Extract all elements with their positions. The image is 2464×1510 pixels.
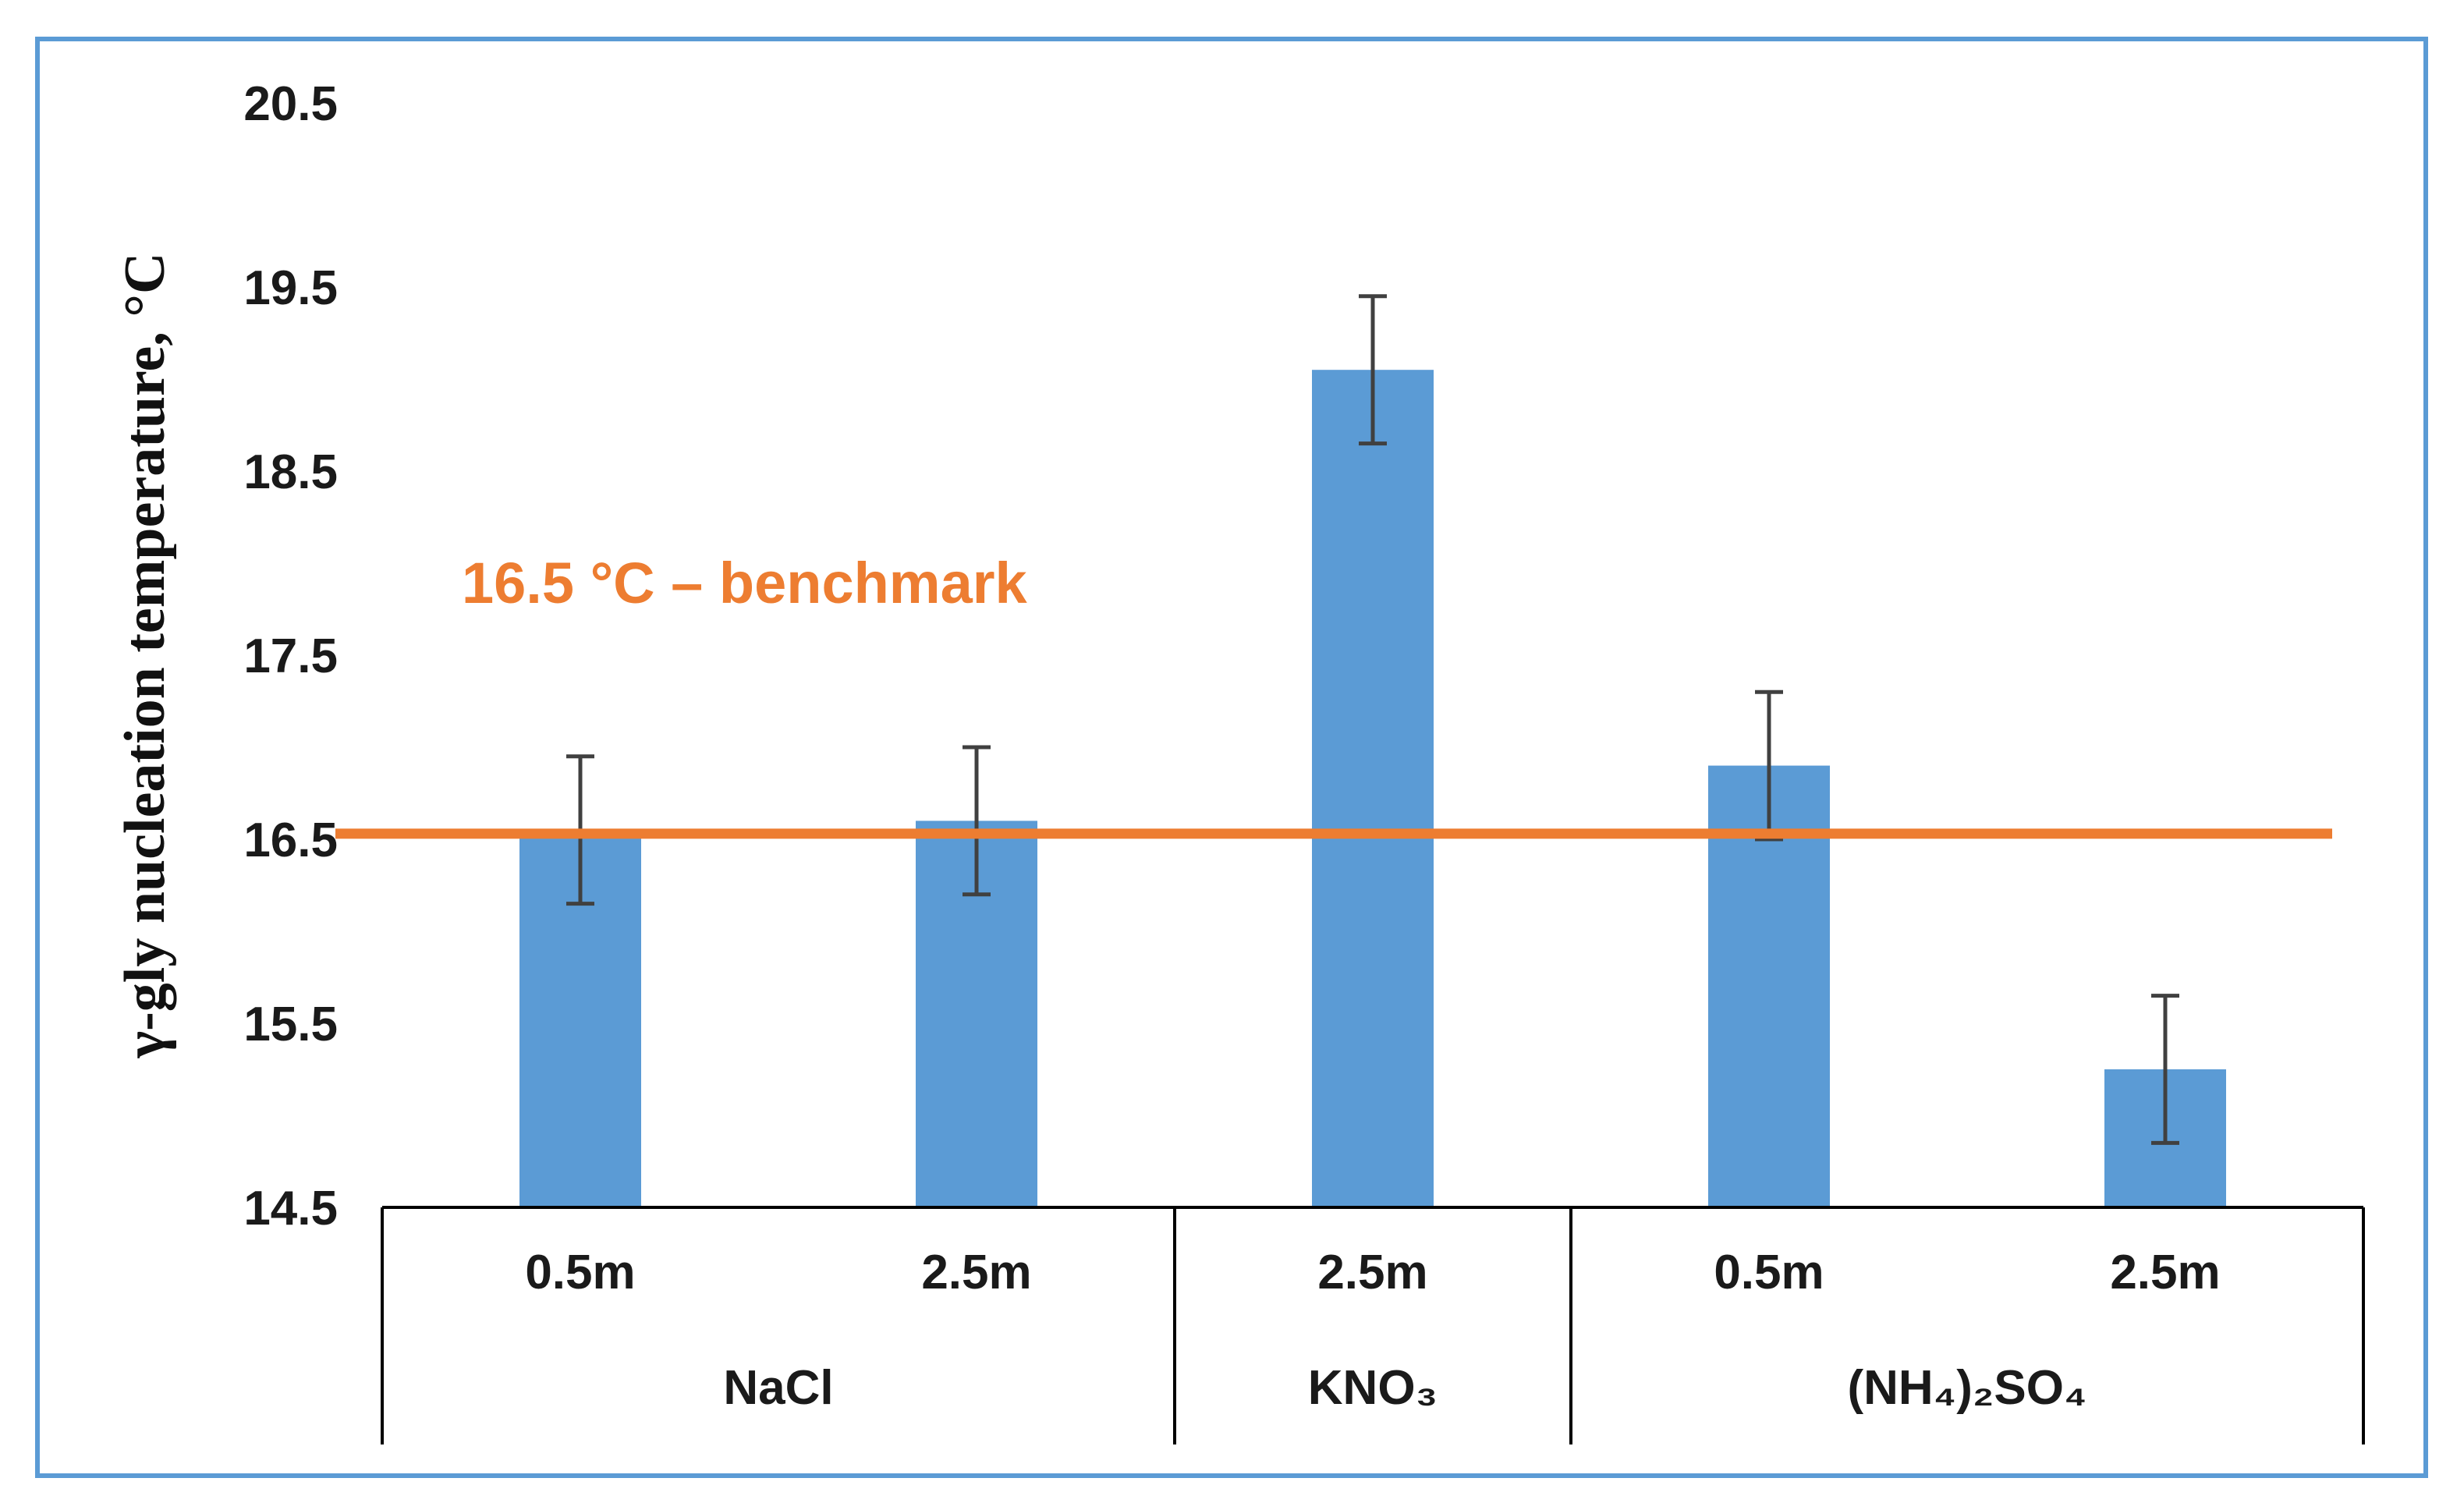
y-tick-label: 20.5: [243, 77, 338, 131]
x-category-label: 2.5m: [2110, 1246, 2220, 1299]
x-category-label: 2.5m: [921, 1246, 1031, 1299]
x-group-label: (NH₄)₂SO₄: [1847, 1361, 2086, 1415]
error-bar: [1359, 294, 1387, 446]
y-tick-label: 18.5: [243, 445, 338, 499]
y-axis-title: γ-gly nucleation temperature, °C: [113, 253, 177, 1059]
error-bar: [963, 745, 991, 897]
x-category-label: 2.5m: [1317, 1246, 1427, 1299]
y-tick-label: 19.5: [243, 261, 338, 315]
x-category-label: 0.5m: [1714, 1246, 1824, 1299]
x-group-label: NaCl: [723, 1361, 833, 1415]
y-tick-label: 15.5: [243, 998, 338, 1051]
chart-border: [35, 37, 2428, 1478]
benchmark-label: 16.5 °C – benchmark: [462, 551, 1028, 615]
bars: [519, 370, 2226, 1208]
bar: [1312, 370, 1434, 1208]
error-bar: [1755, 689, 1783, 842]
y-axis-ticks: 14.5 15.5 16.5 17.5 18.5 19.5 20.5: [243, 77, 338, 1235]
x-category-label: 0.5m: [525, 1246, 635, 1299]
error-bar: [2151, 994, 2179, 1145]
x-axis-table: 0.5m 2.5m 2.5m 0.5m 2.5m NaCl KNO₃ (NH₄)₂SO₄: [381, 1206, 2365, 1444]
x-group-label: KNO₃: [1308, 1361, 1438, 1415]
y-tick-label: 14.5: [243, 1182, 338, 1235]
y-tick-label: 17.5: [243, 629, 338, 683]
y-tick-label: 16.5: [243, 813, 338, 867]
